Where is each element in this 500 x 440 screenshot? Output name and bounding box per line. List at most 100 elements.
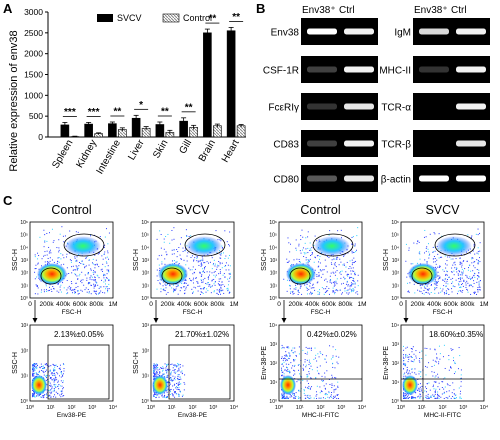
scatter-dot [102, 269, 103, 270]
scatter-dot [80, 281, 81, 282]
gated-dot [426, 395, 427, 396]
gated-dot [431, 395, 432, 396]
scatter-dot [296, 239, 297, 240]
x-category-label: Brain [197, 138, 218, 164]
gated-dot [178, 389, 179, 390]
gated-dot [53, 375, 54, 376]
y-tick-label: 10³ [392, 342, 400, 348]
scatter-dot [325, 266, 326, 267]
scatter-dot [424, 286, 425, 287]
scatter-dot [218, 283, 219, 284]
gated-dot [419, 398, 420, 399]
scatter-dot [344, 265, 345, 266]
scatter-dot [220, 288, 221, 289]
scatter-dot [88, 282, 89, 283]
gated-dot [286, 397, 287, 398]
scatter-dot [70, 287, 71, 288]
gated-dot [302, 380, 303, 381]
scatter-dot [334, 286, 335, 287]
scatter-dot [447, 283, 448, 284]
scatter-dot [74, 273, 75, 274]
scatter-dot [339, 272, 340, 273]
scatter-dot [214, 272, 215, 273]
y-tick-label: 10⁰ [20, 296, 28, 302]
gated-dot [288, 347, 289, 348]
right-gel-band [419, 176, 449, 182]
scatter-dot [108, 270, 109, 271]
scatter-dot [351, 291, 352, 292]
gated-dot [174, 372, 175, 373]
gated-dot [173, 395, 174, 396]
gated-dot [165, 367, 166, 368]
scatter-dot [353, 258, 354, 259]
scatter-dot [224, 266, 225, 267]
gated-dot [172, 385, 173, 386]
scatter-dot [79, 275, 80, 276]
scatter-dot [37, 286, 38, 287]
gated-dot [177, 363, 178, 364]
scatter-dot [326, 291, 327, 292]
gated-dot [54, 367, 55, 368]
y-axis-label: SSC-H [133, 249, 140, 271]
gated-dot [326, 355, 327, 356]
gated-dot [311, 348, 312, 349]
gated-dot [461, 374, 462, 375]
gated-dot [439, 396, 440, 397]
scatter-dot [325, 279, 326, 280]
gated-dot [419, 371, 420, 372]
gated-dot [54, 390, 55, 391]
gated-dot [412, 397, 413, 398]
scatter-dot [218, 294, 219, 295]
gated-dot [405, 354, 406, 355]
scatter-dot [314, 262, 315, 263]
scatter-dot [187, 256, 188, 257]
gated-dot [453, 397, 454, 398]
scatter-dot [228, 244, 229, 245]
scatter-dot [436, 264, 437, 265]
scatter-dot [444, 281, 445, 282]
y-tick-label: 10⁵ [141, 233, 149, 239]
scatter-dot [193, 266, 194, 267]
scatter-dot [460, 263, 461, 264]
gated-dot [445, 387, 446, 388]
gated-dot [155, 374, 156, 375]
scatter-dot [469, 285, 470, 286]
gated-dot [167, 369, 168, 370]
significance-label: *** [64, 107, 76, 118]
scatter-dot [435, 251, 436, 252]
scatter-dot [76, 275, 77, 276]
scatter-dot [75, 261, 76, 262]
scatter-dot [62, 254, 63, 255]
scatter-dot [93, 284, 94, 285]
gated-dot [60, 365, 61, 366]
gated-dot [405, 398, 406, 399]
scatter-dot [323, 288, 324, 289]
gated-dot [333, 396, 334, 397]
scatter-dot [105, 283, 106, 284]
gated-dot [163, 368, 164, 369]
scatter-dot [200, 294, 201, 295]
scatter-dot [457, 293, 458, 294]
gated-dot [451, 350, 452, 351]
scatter-dot [202, 268, 203, 269]
gated-dot [182, 365, 183, 366]
scatter-dot [222, 248, 223, 249]
gated-dot [62, 388, 63, 389]
gated-dot [403, 358, 404, 359]
scatter-dot [342, 292, 343, 293]
scatter-dot [196, 281, 197, 282]
scatter-dot [187, 260, 188, 261]
gated-dot [52, 364, 53, 365]
scatter-dot [307, 288, 308, 289]
gate-arrow-head [154, 318, 159, 323]
scatter-dot [421, 287, 422, 288]
gated-dot [170, 394, 171, 395]
gated-dot [428, 362, 429, 363]
scatter-dot [445, 255, 446, 256]
scatter-dot [51, 289, 52, 290]
gated-dot [178, 369, 179, 370]
gated-dot [337, 362, 338, 363]
scatter-dot [440, 277, 441, 278]
x-tick-label: 10⁰ [275, 404, 284, 411]
